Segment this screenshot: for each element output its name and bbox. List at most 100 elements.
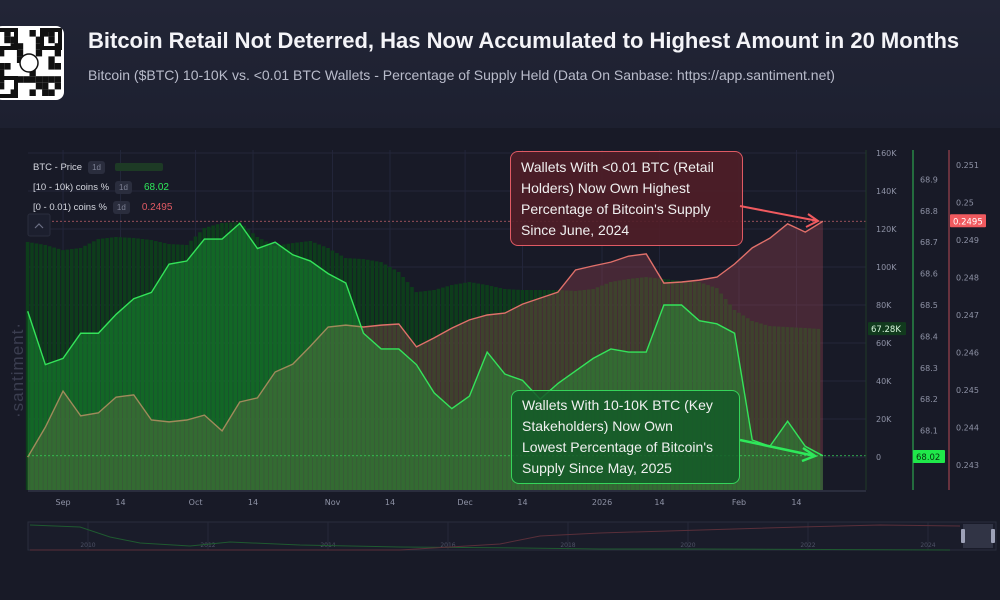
qr-module xyxy=(42,82,49,90)
price-bar xyxy=(582,289,587,490)
price-bar xyxy=(246,229,251,490)
price-bar xyxy=(419,291,423,490)
navigator-tick-label: 2022 xyxy=(800,542,815,549)
price-bar xyxy=(807,328,812,490)
legend-price-value-faded xyxy=(115,163,163,171)
retail-tick-label: 0.247 xyxy=(956,311,979,320)
qr-module xyxy=(42,30,49,37)
price-bar xyxy=(697,282,701,490)
qr-module xyxy=(16,76,24,83)
price-bar xyxy=(511,289,516,490)
price-bar xyxy=(259,239,264,490)
price-bar xyxy=(242,225,246,490)
legend-value: 0.2495 xyxy=(141,201,173,213)
legend-item-price[interactable]: BTC - Price 1d xyxy=(33,157,172,177)
price-bar xyxy=(701,283,706,490)
price-bar xyxy=(118,237,123,490)
annotation-line: Wallets With <0.01 BTC (Retail xyxy=(521,159,714,175)
navigator-handle-right[interactable] xyxy=(991,529,995,543)
price-bar xyxy=(96,239,101,490)
price-bar xyxy=(631,278,635,490)
legend-item-stakeholders[interactable]: [10 - 10k) coins % 1d 68.02 xyxy=(33,177,172,197)
stakeholders-tick-label: 68.8 xyxy=(920,207,938,216)
price-bar xyxy=(494,287,498,490)
price-bar xyxy=(273,245,277,490)
price-bar xyxy=(47,246,52,490)
price-bar xyxy=(525,289,529,490)
price-bar xyxy=(555,289,560,490)
price-bar xyxy=(617,280,622,490)
price-bar xyxy=(710,286,715,490)
price-bar xyxy=(432,289,436,490)
stakeholders-last-badge xyxy=(913,450,945,463)
qr-module xyxy=(0,49,5,57)
price-bar xyxy=(781,326,785,490)
price-bar xyxy=(653,278,657,490)
navigator-handle-left[interactable] xyxy=(961,529,965,543)
retail-tick-label: 0.249 xyxy=(956,236,979,245)
x-tick-label: 14 xyxy=(517,498,527,507)
price-bar xyxy=(458,283,463,490)
stakeholders-tick-label: 68.1 xyxy=(920,427,938,436)
price-bar xyxy=(299,242,304,490)
qr-module xyxy=(48,36,55,44)
price-bar xyxy=(251,233,255,491)
price-bar xyxy=(388,267,392,490)
price-bar xyxy=(224,222,229,490)
qr-module xyxy=(10,89,17,96)
price-bar xyxy=(436,288,441,490)
price-bar xyxy=(34,243,39,490)
price-bar xyxy=(339,255,344,490)
price-bar xyxy=(600,285,604,490)
stakeholders-tick-label: 68.3 xyxy=(920,364,938,373)
qr-module xyxy=(35,76,43,83)
price-bar xyxy=(30,242,34,490)
stakeholders-tick-label: 68.7 xyxy=(920,238,938,247)
annotation-line: Stakeholders) Now Own xyxy=(522,418,673,434)
price-bar xyxy=(661,278,666,490)
price-bar xyxy=(798,327,803,490)
stakeholders-tick-label: 68.4 xyxy=(920,332,938,341)
retail-last-badge-label: 0.2495 xyxy=(953,217,983,227)
annotation-line: Supply Since May, 2025 xyxy=(522,460,672,476)
header: Bitcoin Retail Not Deterred, Has Now Acc… xyxy=(0,0,1000,128)
price-bar xyxy=(149,240,154,490)
navigator-track[interactable] xyxy=(27,521,997,551)
price-tick-label: 100K xyxy=(876,263,897,272)
price-bar xyxy=(507,289,511,490)
qr-module xyxy=(54,63,61,70)
retail-tick-label: 0.25 xyxy=(956,199,974,208)
price-bar xyxy=(741,315,746,490)
price-bar xyxy=(61,250,65,490)
price-bar xyxy=(193,236,198,490)
x-tick-label: 14 xyxy=(248,498,258,507)
price-bar xyxy=(803,327,807,490)
price-last-badge xyxy=(868,322,906,336)
annotation-line: Lowest Percentage of Bitcoin's xyxy=(522,439,714,455)
collapse-button[interactable] xyxy=(27,213,51,237)
price-bar xyxy=(290,243,295,490)
price-bar xyxy=(25,241,30,490)
navigator-tick-label: 2020 xyxy=(680,542,695,549)
price-bar xyxy=(184,244,189,490)
price-tick-label: 40K xyxy=(876,377,892,386)
legend-item-retail[interactable]: [0 - 0.01) coins % 1d 0.2495 xyxy=(33,197,172,217)
price-bar xyxy=(392,269,397,490)
price-bar xyxy=(595,287,600,490)
x-tick-label: 14 xyxy=(791,498,801,507)
price-bar xyxy=(206,226,211,490)
price-bar xyxy=(498,288,503,490)
retail-series-line xyxy=(27,220,824,458)
price-bar xyxy=(383,264,388,490)
price-bar xyxy=(648,277,653,490)
navigator-window[interactable] xyxy=(963,524,993,548)
qr-module xyxy=(0,82,5,90)
price-bar xyxy=(684,281,688,490)
retail-tick-label: 0.245 xyxy=(956,386,979,395)
x-tick-label: Oct xyxy=(189,498,203,507)
x-tick-label: 14 xyxy=(385,498,395,507)
price-bar xyxy=(268,243,273,490)
chevron-up-icon xyxy=(34,223,44,229)
price-bar xyxy=(69,249,74,490)
